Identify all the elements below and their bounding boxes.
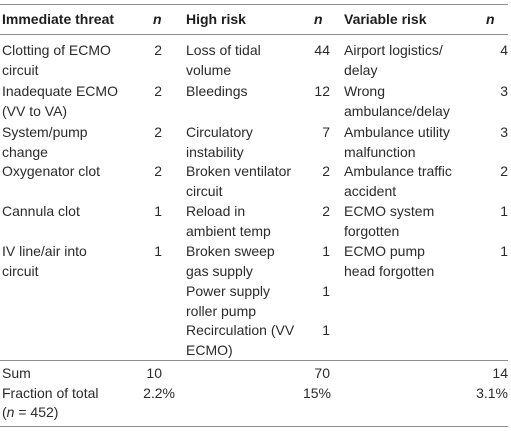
table-cell: Recirculation (VV — [186, 322, 295, 338]
bottom-rule — [0, 426, 508, 427]
sum-rule — [0, 360, 508, 361]
table-cell: ECMO pump — [344, 243, 425, 259]
table-cell: System/pump — [2, 124, 88, 140]
table-cell: Ambulance utility — [344, 124, 450, 140]
fraction-n: n — [6, 404, 15, 420]
sum-immediate: 10 — [146, 365, 162, 381]
sum-label: Sum — [2, 365, 31, 381]
table-cell: ECMO) — [186, 342, 233, 358]
table-cell: IV line/air into — [2, 243, 87, 259]
sum-variable: 14 — [492, 365, 508, 381]
count-cell: 44 — [314, 42, 330, 58]
count-cell: 2 — [154, 124, 162, 140]
count-cell: 1 — [154, 203, 162, 219]
table-cell: circuit — [2, 263, 39, 279]
table-cell: Loss of tidal — [186, 42, 261, 58]
count-cell: 4 — [500, 42, 508, 58]
table-cell: gas supply — [186, 263, 253, 279]
header-high-risk: High risk — [186, 11, 246, 27]
table-cell: (VV to VA) — [2, 103, 68, 119]
table-cell: accident — [344, 183, 397, 199]
header-immediate-threat: Immediate threat — [2, 11, 115, 27]
table-cell: delay — [344, 62, 378, 78]
table-cell: circuit — [2, 62, 39, 78]
count-cell: 12 — [314, 83, 330, 99]
count-cell: 1 — [500, 203, 508, 219]
header-n-immediate: n — [153, 11, 162, 27]
table-cell: ambient temp — [186, 223, 271, 239]
header-variable-risk: Variable risk — [344, 11, 427, 27]
table-cell: volume — [186, 62, 232, 78]
table-cell: instability — [186, 144, 244, 160]
count-cell: 2 — [500, 163, 508, 179]
table-cell: Bleedings — [186, 83, 248, 99]
table-cell: Reload in — [186, 203, 246, 219]
fraction-immediate: 2.2% — [143, 385, 175, 401]
fraction-paren: ( — [2, 404, 7, 420]
header-rule — [0, 34, 508, 35]
table-cell: ECMO system — [344, 203, 435, 219]
table-cell: forgotten — [344, 223, 400, 239]
fraction-total: = 452) — [14, 404, 59, 420]
header-n-high: n — [314, 11, 323, 27]
table-cell: Broken ventilator — [186, 163, 292, 179]
top-rule — [0, 4, 508, 5]
table-cell: malfunction — [344, 144, 416, 160]
table-cell: Power supply — [186, 283, 271, 299]
table-cell: roller pump — [186, 303, 257, 319]
table-cell: Broken sweep — [186, 243, 275, 259]
count-cell: 1 — [322, 322, 330, 338]
table-cell: Ambulance traffic — [344, 163, 452, 179]
fraction-label-sample: (n = 452) — [2, 402, 58, 422]
table-cell: Cannula clot — [2, 203, 80, 219]
table-cell: Clotting of ECMO — [2, 42, 111, 58]
table-cell: ambulance/delay — [344, 103, 450, 119]
count-cell: 1 — [500, 243, 508, 259]
count-cell: 1 — [322, 243, 330, 259]
fraction-high: 15% — [302, 385, 331, 401]
table-cell: circuit — [186, 183, 223, 199]
table-cell: Oxygenator clot — [2, 163, 101, 179]
count-cell: 2 — [322, 163, 330, 179]
table-cell: Circulatory — [186, 124, 253, 140]
table-cell: Wrong — [344, 83, 385, 99]
fraction-label: Fraction of total — [2, 385, 99, 401]
fraction-variable: 3.1% — [476, 385, 508, 401]
header-n-variable: n — [486, 11, 495, 27]
count-cell: 1 — [154, 243, 162, 259]
table-cell: Inadequate ECMO — [2, 83, 118, 99]
count-cell: 1 — [322, 283, 330, 299]
sum-high: 70 — [314, 365, 330, 381]
count-cell: 3 — [500, 124, 508, 140]
count-cell: 7 — [322, 124, 330, 140]
table-cell: change — [2, 144, 48, 160]
count-cell: 2 — [322, 203, 330, 219]
table-cell: head forgotten — [344, 263, 435, 279]
count-cell: 3 — [500, 83, 508, 99]
count-cell: 2 — [154, 83, 162, 99]
table-cell: Airport logistics/ — [344, 42, 443, 58]
count-cell: 2 — [154, 42, 162, 58]
count-cell: 2 — [154, 163, 162, 179]
